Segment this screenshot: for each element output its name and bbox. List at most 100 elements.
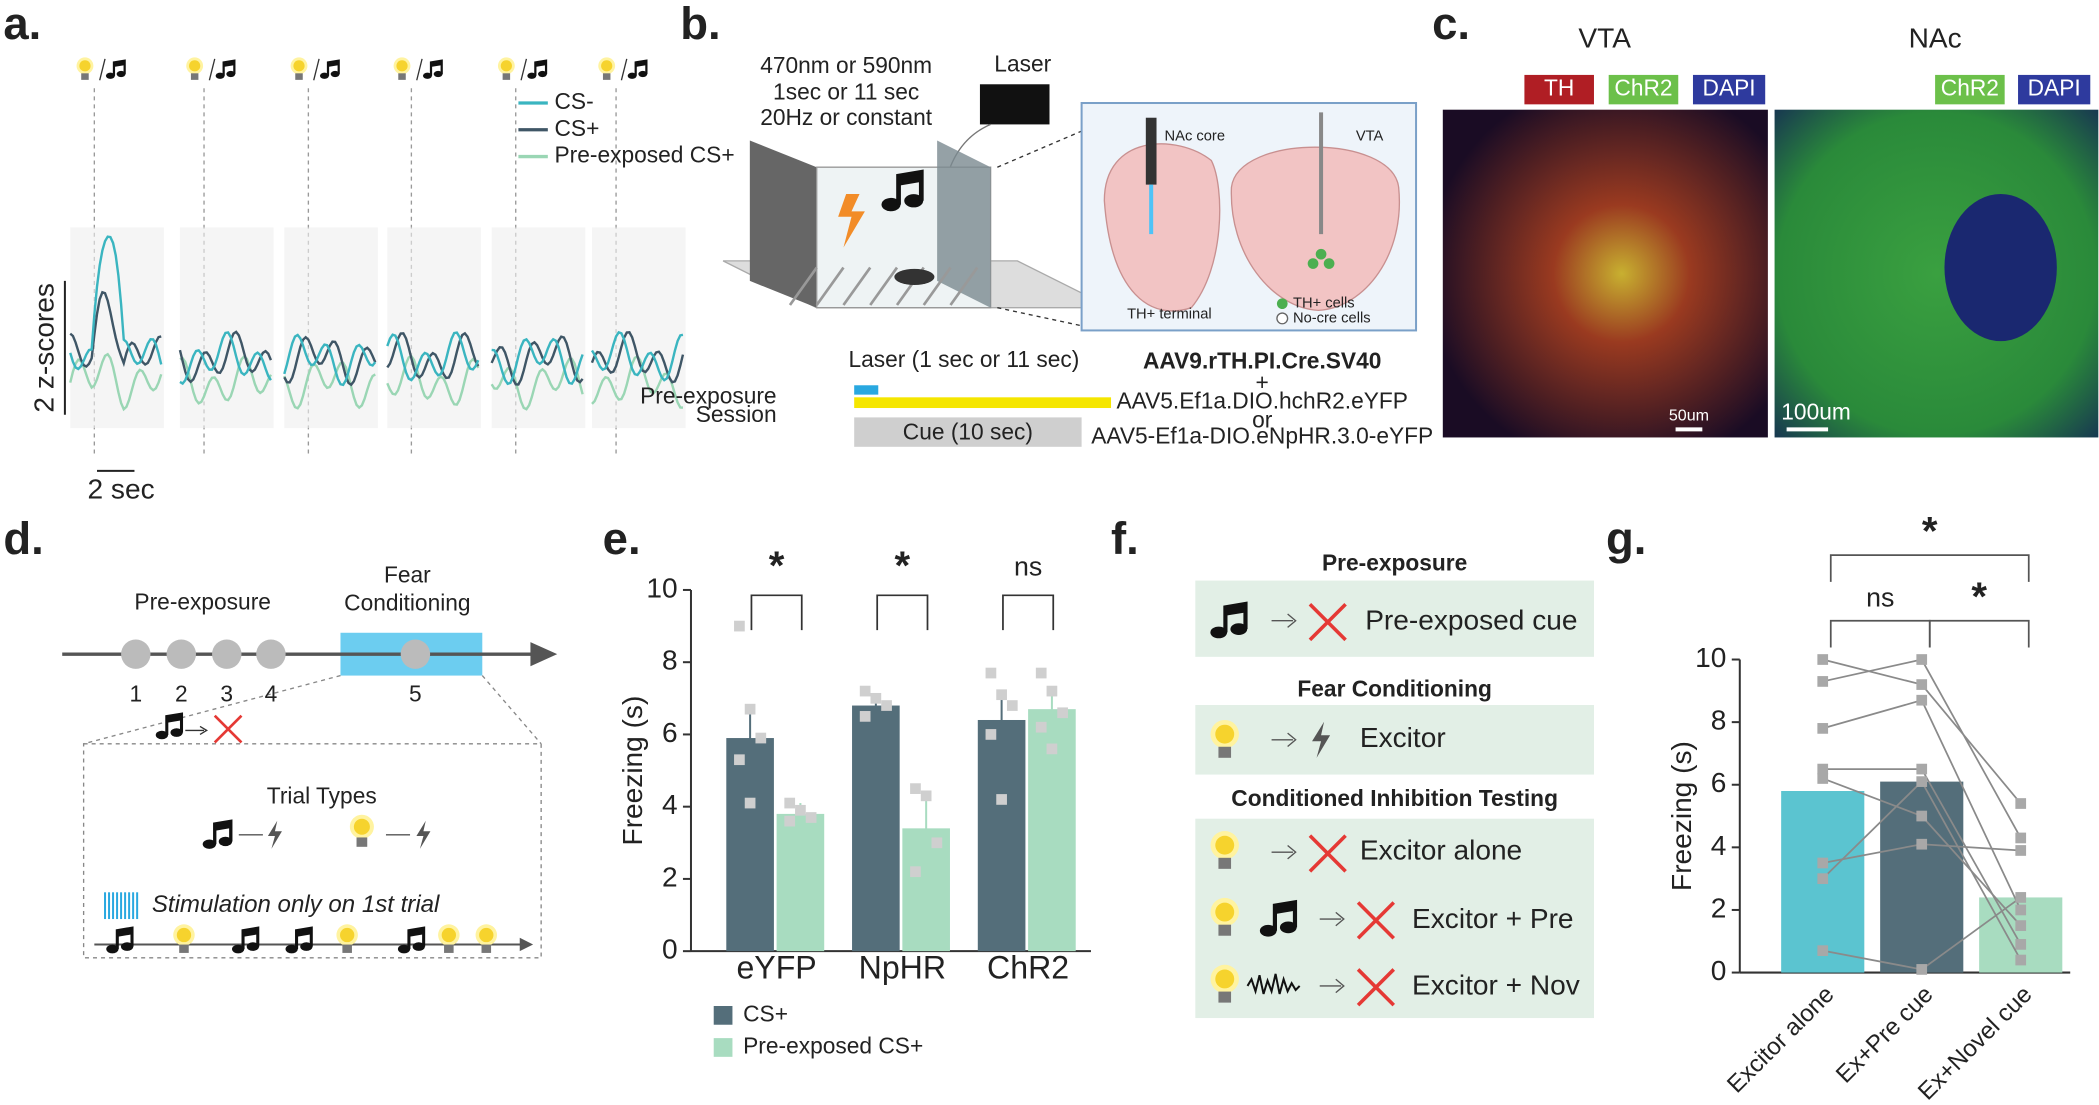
row-label: Excitor + Pre xyxy=(1412,903,1574,934)
trace xyxy=(491,337,584,386)
laser-bar xyxy=(854,385,879,395)
data-point xyxy=(1057,707,1068,719)
legend-label: Pre-exposed CS+ xyxy=(743,1032,923,1058)
trace xyxy=(386,331,480,380)
data-point xyxy=(931,837,943,849)
panel-label: e. xyxy=(603,513,641,564)
panel-label: a. xyxy=(3,0,41,49)
traces xyxy=(69,88,686,455)
data-point xyxy=(2015,832,2027,844)
scale-label: 2 z-scores xyxy=(29,283,60,413)
session-number: 2 xyxy=(175,681,188,707)
data-point xyxy=(2015,954,2027,966)
stim-note: Stimulation only on 1st trial xyxy=(152,891,440,918)
laser-param: 1sec or 11 sec xyxy=(773,79,919,105)
legend-label: CS+ xyxy=(555,115,600,141)
laser-param: 470nm or 590nm xyxy=(760,52,932,78)
sem-band xyxy=(179,227,274,429)
bulb-icon xyxy=(497,57,515,80)
inset-label: TH+ terminal xyxy=(1127,306,1212,322)
inset-label: NAc core xyxy=(1165,128,1225,144)
stain-label: DAPI xyxy=(2028,75,2081,101)
data-point xyxy=(1817,676,1829,687)
panel-label: b. xyxy=(680,0,720,49)
y-tick-label: 10 xyxy=(646,572,677,603)
image-title: VTA xyxy=(1578,23,1631,54)
trace xyxy=(386,331,480,382)
section-box xyxy=(1195,580,1594,657)
bar xyxy=(726,738,774,952)
virus: AAV9.rTH.PI.Cre.SV40 xyxy=(1143,348,1381,374)
stain-box xyxy=(1935,74,2005,105)
y-tick-label: 2 xyxy=(1711,892,1727,923)
data-point xyxy=(1046,685,1058,697)
phase-label: Pre-exposure xyxy=(134,588,270,614)
data-point xyxy=(795,804,806,816)
panel-label: c. xyxy=(1432,0,1470,49)
data-point xyxy=(1916,776,1928,787)
data-point xyxy=(870,692,882,704)
trace xyxy=(283,333,377,387)
data-point xyxy=(1817,773,1829,784)
sig-label: ns xyxy=(1866,582,1894,612)
y-tick-label: 2 xyxy=(662,861,678,892)
sig-bracket xyxy=(750,594,803,631)
data-point xyxy=(859,711,871,722)
y-tick-label: 6 xyxy=(1711,767,1727,798)
data-point xyxy=(1916,763,1928,775)
data-point xyxy=(1916,694,1928,706)
data-point xyxy=(1817,873,1829,884)
virus: + xyxy=(1256,369,1269,395)
bulb-icon xyxy=(76,57,94,80)
slash xyxy=(520,58,528,81)
y-tick-label: 4 xyxy=(662,789,678,820)
scale-label: 50um xyxy=(1669,406,1709,424)
data-point xyxy=(1817,857,1829,869)
trace xyxy=(490,335,584,386)
sem-band xyxy=(387,227,481,429)
data-point xyxy=(1916,654,1928,665)
session-number: 3 xyxy=(220,681,233,707)
stain-box xyxy=(1692,74,1766,105)
data-point xyxy=(784,815,796,827)
laser-label: Laser xyxy=(994,51,1051,77)
data-point xyxy=(2015,892,2027,903)
timeline xyxy=(62,639,558,959)
data-point xyxy=(755,732,767,744)
row-label: Excitor + Nov xyxy=(1412,970,1580,1001)
session-number: 1 xyxy=(129,681,142,707)
data-point xyxy=(784,797,796,809)
micrograph-feature xyxy=(1944,193,2057,342)
cue-label: Cue (10 sec) xyxy=(903,418,1033,444)
data-point xyxy=(744,703,756,715)
stain-label: TH xyxy=(1544,75,1574,101)
x-tick-label: ChR2 xyxy=(987,949,1069,985)
micrograph xyxy=(1442,109,1768,438)
data-point xyxy=(1817,654,1829,665)
sem-band xyxy=(591,227,686,429)
row-label: Pre-exposed cue xyxy=(1365,604,1577,635)
x-tick-label: NpHR xyxy=(859,949,946,985)
session-label: Session xyxy=(696,401,777,427)
laser-bar xyxy=(854,397,1112,409)
section-box xyxy=(1195,705,1594,775)
stain-label: DAPI xyxy=(1703,75,1756,101)
chamber xyxy=(722,84,1112,329)
sig-bracket xyxy=(1928,619,2030,648)
slash xyxy=(416,58,423,81)
inset-label: No-cre cells xyxy=(1293,310,1371,326)
y-axis-label: Freezing (s) xyxy=(1666,741,1697,891)
bar xyxy=(852,705,900,952)
trace xyxy=(179,354,272,405)
session-number: 4 xyxy=(265,681,278,707)
row-label: Excitor xyxy=(1360,722,1446,753)
data-point xyxy=(1817,723,1829,734)
note-icon xyxy=(216,61,236,79)
sig-bracket xyxy=(1829,619,1931,648)
data-point xyxy=(985,667,997,679)
section-title: Fear Conditioning xyxy=(1297,675,1492,701)
data-point xyxy=(744,797,756,809)
data-point xyxy=(1817,763,1829,775)
data-point xyxy=(859,685,871,697)
note-icon xyxy=(628,61,648,79)
